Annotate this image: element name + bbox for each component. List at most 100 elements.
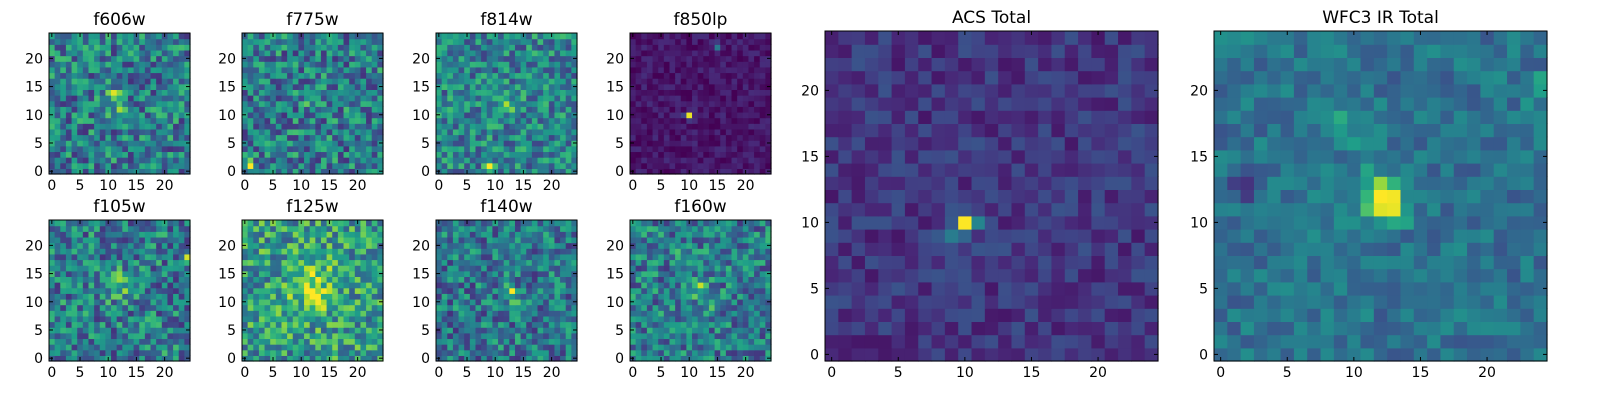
heatmap-cell [720,95,727,102]
heatmap-cell [337,83,345,90]
heatmap-cell [65,128,73,136]
heatmap-cell [60,61,67,68]
heatmap-cell [242,287,249,294]
heatmap-cell [264,220,271,227]
heatmap-cell [458,259,465,266]
heatmap-cell [452,282,460,289]
heatmap-cell [144,78,152,85]
heatmap-cell [298,332,305,340]
heatmap-cell [708,38,716,45]
heatmap-cell [663,111,671,119]
heatmap-cell [652,157,659,164]
heatmap-cell [464,44,471,51]
heatmap-cell [464,270,471,277]
heatmap-cell [436,66,443,74]
heatmap-cell [548,111,556,119]
axes-frame [241,219,384,362]
heatmap-cell [99,259,106,266]
heatmap-cell [754,66,761,74]
heatmap-cell [343,44,350,51]
heatmap-cell [725,332,733,340]
heatmap-cell [486,55,493,62]
heatmap-cell [371,332,378,340]
heatmap-cell [326,349,333,356]
heatmap-cell [332,78,339,85]
heatmap-cell [697,111,704,119]
heatmap-cell [173,106,180,113]
y-tick-label: 20 [218,51,236,67]
heatmap-cell [116,315,123,323]
heatmap-cell [731,298,738,306]
heatmap-cell [332,38,339,45]
heatmap-cell [571,61,578,68]
heatmap-cell [150,157,157,164]
heatmap-cell [287,111,294,119]
heatmap-cell [366,259,373,266]
heatmap-cell [349,78,356,85]
heatmap-cell [281,78,288,85]
heatmap-cell [737,89,744,96]
heatmap-cell [548,242,556,249]
heatmap-cell [281,117,288,124]
heatmap-cell [481,282,488,289]
heatmap-cell [366,134,373,141]
heatmap-cell [371,157,378,164]
heatmap-cell [548,95,556,102]
heatmap-cell [116,242,123,249]
heatmap-cell [258,298,266,306]
heatmap-cell [526,128,533,136]
heatmap-cell [714,44,721,51]
heatmap-cell [127,349,135,356]
heatmap-cell [242,253,249,261]
heatmap-cell [737,111,744,119]
heatmap-cell [436,72,443,79]
heatmap-cell [156,355,163,362]
heatmap-cell [343,128,350,136]
heatmap-cell [720,338,727,345]
heatmap-cell [156,265,163,272]
heatmap-cell [571,332,578,340]
heatmap-cell [156,117,163,124]
heatmap-cell [156,276,163,283]
heatmap-cell [663,349,671,356]
heatmap-cell [708,78,716,85]
heatmap-cell [692,61,699,68]
heatmap-cell [150,78,157,85]
heatmap-cell [498,38,505,45]
heatmap-cell [469,100,477,107]
heatmap-cell [99,338,106,345]
heatmap-cell [139,134,146,141]
heatmap-cell [309,55,316,62]
heatmap-cell [127,140,135,147]
heatmap-cell [447,44,454,51]
heatmap-cell [565,55,572,62]
heatmap-cell [184,259,191,266]
chart-title: f125w [286,197,338,217]
heatmap-cell [270,66,277,74]
heatmap-cell [686,157,693,164]
heatmap-cell [133,315,140,323]
heatmap-cell [77,106,84,113]
heatmap-cell [737,66,744,74]
heatmap-cell [720,349,727,356]
heatmap-cell [520,128,527,136]
heatmap-cell [349,236,356,244]
heatmap-cell [99,55,106,62]
heatmap-cell [349,270,356,277]
heatmap-cell [441,145,448,153]
heatmap-cell [652,349,659,356]
heatmap-cell [686,344,693,351]
heatmap-cell [680,123,687,130]
heatmap-cell [447,332,454,340]
heatmap-cell [332,242,339,249]
heatmap-cell [436,248,443,255]
heatmap-cell [258,242,266,249]
heatmap-cell [116,100,123,107]
heatmap-cell [315,225,322,232]
heatmap-cell [178,248,185,255]
heatmap-cell [247,332,254,340]
heatmap-cell [332,106,339,113]
heatmap-cell [304,265,311,272]
heatmap-cell [748,78,755,85]
heatmap-cell [366,338,373,345]
